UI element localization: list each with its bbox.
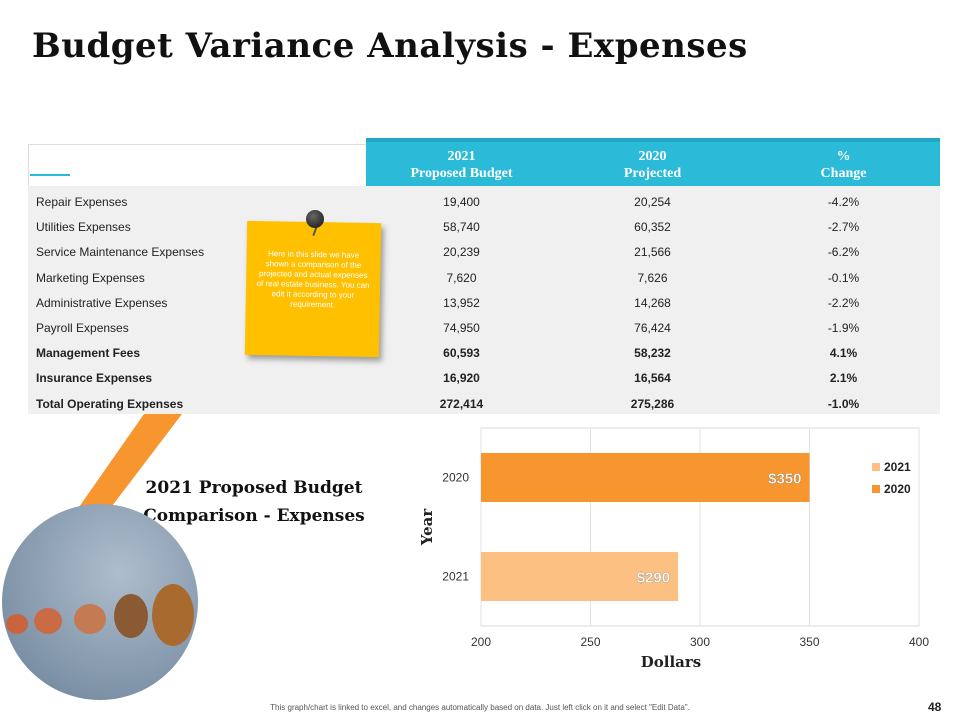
cell-change: -0.1% [827, 270, 860, 285]
bar-2020 [481, 453, 810, 502]
x-axis-label: Dollars [641, 653, 701, 671]
row-label: Insurance Expenses [36, 371, 153, 386]
cell-budget: 272,414 [439, 396, 484, 411]
row-label: Marketing Expenses [36, 270, 145, 285]
table-row: Insurance Expenses 16,920 16,564 2.1% [28, 365, 940, 390]
table-corner-accent [30, 174, 70, 176]
x-tick-label: 400 [909, 635, 929, 649]
cell-change: -6.2% [827, 245, 860, 260]
row-label: Administrative Expenses [36, 295, 168, 310]
cell-budget: 74,950 [443, 321, 480, 335]
legend-swatch-2020 [872, 485, 880, 493]
row-label: Utilities Expenses [36, 220, 131, 235]
cell-budget: 58,740 [443, 220, 480, 235]
row-label: Payroll Expenses [36, 321, 129, 335]
sticky-note[interactable]: Here in this slide we have shown a compa… [244, 220, 382, 358]
pushpin-icon [306, 210, 324, 228]
row-label: Management Fees [36, 346, 141, 361]
cell-projected: 275,286 [630, 396, 675, 411]
table-row: Repair Expenses 19,400 20,254 -4.2% [28, 189, 940, 214]
legend-swatch-2021 [872, 463, 880, 471]
coin-icon [6, 614, 28, 634]
table-row: Administrative Expenses 13,952 14,268 -2.2% [28, 290, 940, 315]
coin-icon [34, 608, 62, 634]
cell-budget: 13,952 [443, 295, 480, 310]
cell-projected: 7,626 [637, 270, 668, 285]
table-row: Marketing Expenses 7,620 7,626 -0.1% [28, 265, 940, 290]
table-row: Total Operating Expenses 272,414 275,286 -1… [28, 391, 940, 416]
cell-change: 4.1% [829, 346, 858, 361]
row-label: Total Operating Expenses [36, 396, 184, 411]
table-header: 2021 Proposed Budget 2020 Projected % Chang… [366, 138, 940, 186]
x-tick-label: 350 [799, 635, 819, 649]
cell-projected: 20,254 [634, 195, 671, 209]
x-tick-label: 200 [471, 635, 491, 649]
coin-icon [114, 594, 148, 638]
footer-note: This graph/chart is linked to excel, and… [270, 703, 690, 712]
cell-budget: 60,593 [443, 346, 480, 361]
cell-projected: 16,564 [634, 371, 671, 386]
cell-change: -2.7% [827, 220, 860, 235]
x-tick-label: 250 [580, 635, 600, 649]
table-row: Management Fees 60,593 58,232 4.1% [28, 340, 940, 365]
coin-icon [152, 584, 194, 646]
table-body: Repair Expenses 19,400 20,254 -4.2% Utilitie… [28, 186, 940, 414]
row-label: Repair Expenses [36, 195, 128, 209]
cell-projected: 14,268 [634, 295, 671, 310]
coin-icon [74, 604, 106, 634]
legend-item-2021: 2021 [872, 456, 911, 478]
page-title: Budget Variance Analysis - Expenses [32, 26, 748, 66]
cell-change: 2.1% [829, 371, 858, 386]
coins-photo [2, 504, 198, 700]
bar-data-label: $290 [637, 570, 670, 587]
cell-projected: 21,566 [634, 245, 671, 260]
table-corner-border [28, 144, 366, 186]
table-row: Payroll Expenses 74,950 76,424 -1.9% [28, 315, 940, 340]
cell-change: -1.0% [827, 396, 860, 411]
cell-projected: 60,352 [634, 220, 671, 235]
cell-change: -1.9% [827, 321, 860, 335]
page-number: 48 [928, 700, 942, 714]
cell-budget: 19,400 [443, 195, 480, 209]
sticky-note-text: Here in this slide we have shown a compa… [256, 249, 370, 310]
row-label: Service Maintenance Expenses [36, 245, 205, 260]
header-projected: 2020 Projected [623, 149, 682, 181]
bar-2021 [481, 552, 679, 601]
header-change: % Change [820, 149, 867, 181]
bar-chart: 200 250 300 350 400 $350 2020 $290 2021 Dollars Ye… [418, 427, 929, 671]
x-tick-label: 300 [690, 635, 710, 649]
cell-change: -2.2% [827, 295, 860, 310]
cell-projected: 76,424 [634, 321, 671, 335]
table-row: Utilities Expenses 58,740 60,352 -2.7% [28, 214, 940, 239]
y-tick-label: 2020 [442, 471, 469, 485]
cell-budget: 7,620 [446, 270, 477, 285]
cell-projected: 58,232 [634, 346, 671, 361]
y-tick-label: 2021 [442, 570, 469, 584]
cell-budget: 16,920 [443, 371, 480, 386]
chart-subtitle: 2021 Proposed Budget Comparison - Expens… [143, 478, 365, 526]
cell-change: -4.2% [827, 195, 860, 209]
table-row: Service Maintenance Expenses 20,239 21,566… [28, 239, 940, 264]
chart-legend: 2021 2020 [872, 456, 911, 500]
legend-item-2020: 2020 [872, 478, 911, 500]
header-budget: 2021 Proposed Budget [410, 149, 513, 181]
bar-data-label: $350 [768, 471, 801, 488]
cell-budget: 20,239 [443, 245, 480, 260]
expenses-table: 2021 Proposed Budget 2020 Projected % Chang… [28, 138, 940, 414]
y-axis-label: Year [418, 508, 436, 547]
